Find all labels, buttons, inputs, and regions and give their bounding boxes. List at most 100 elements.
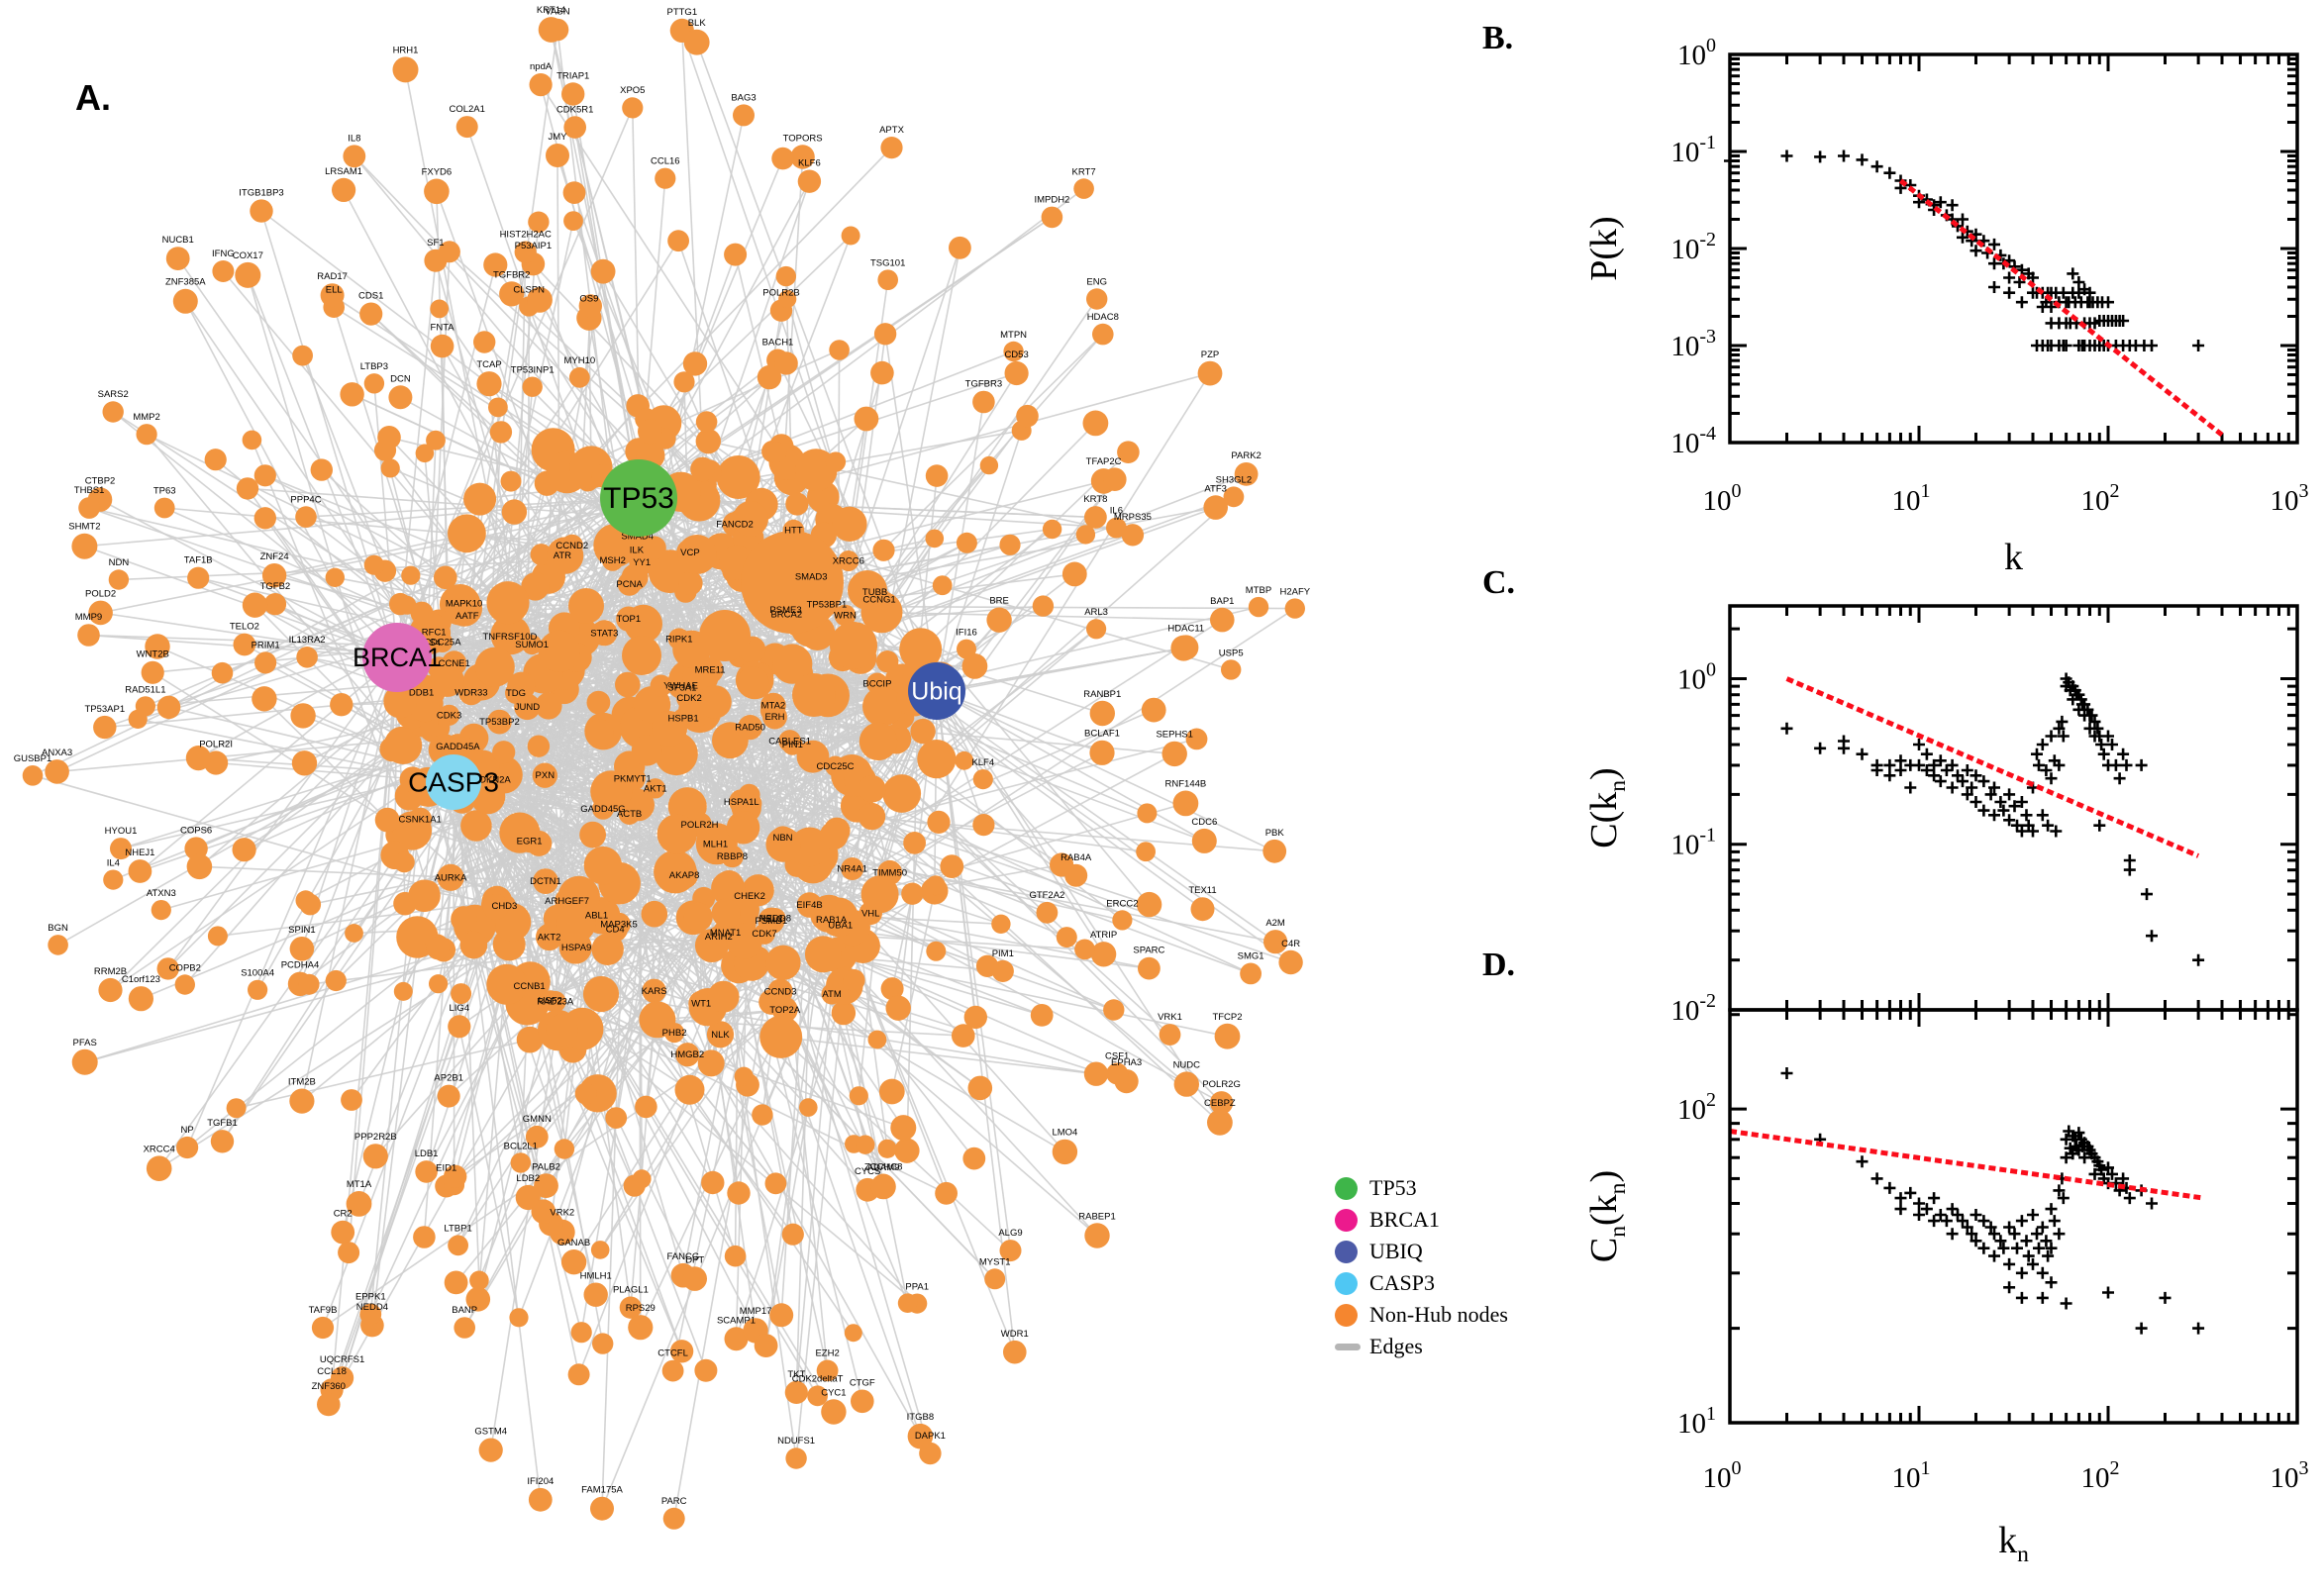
gene-label: TP53BP2	[479, 717, 520, 728]
gene-node	[1112, 910, 1133, 931]
gene-label: ILK	[630, 546, 645, 556]
gene-label: OS9	[579, 294, 598, 305]
gene-label: ATM	[822, 989, 841, 1000]
svg-text:10-1: 10-1	[1670, 825, 1716, 861]
gene-label: CR2	[334, 1209, 353, 1220]
gene-node	[78, 497, 100, 519]
gene-node	[622, 97, 644, 119]
gene-label: RAD17	[317, 271, 348, 282]
gene-label: ERH	[764, 712, 784, 723]
gene-node	[359, 1303, 382, 1326]
gene-label: ITGB8	[907, 1412, 934, 1423]
gene-node	[311, 1316, 335, 1340]
gene-label: PHB2	[662, 1028, 687, 1039]
gene-node	[320, 283, 345, 308]
gene-node	[1084, 1223, 1110, 1248]
network-legend: TP53 BRCA1 UBIQ CASP3 Non-Hub nodes Edge…	[1335, 1172, 1508, 1362]
gene-label: TSG101	[870, 257, 905, 268]
svg-text:10-2: 10-2	[1670, 229, 1716, 265]
gene-label: HDAC8	[1087, 312, 1119, 323]
gene-label: RAB4A	[1060, 852, 1092, 863]
gene-label: KRT14	[537, 5, 565, 16]
gene-label: ABL1	[585, 911, 608, 922]
gene-label: BLK	[688, 18, 707, 29]
gene-label: POLR2G	[1202, 1079, 1241, 1090]
legend-item-brca1: BRCA1	[1335, 1204, 1508, 1236]
axis-ticks	[1728, 52, 2299, 445]
gene-label: IL6	[1110, 506, 1123, 517]
gene-label: LIG4	[449, 1003, 469, 1014]
gene-label: HTT	[784, 526, 803, 537]
gene-label: TOP2A	[769, 1005, 801, 1016]
gene-node	[1106, 1062, 1129, 1085]
gene-node	[332, 177, 356, 202]
gene-node	[128, 986, 153, 1012]
legend-label: UBIQ	[1369, 1239, 1423, 1263]
svg-text:100: 100	[1677, 658, 1716, 695]
svg-text:k: k	[2004, 537, 2023, 578]
gene-node	[448, 1235, 468, 1256]
gene-label: BRE	[989, 596, 1009, 607]
gene-node	[972, 769, 993, 790]
gene-label: PALB2	[532, 1161, 560, 1172]
gene-node	[128, 859, 152, 883]
gene-node	[110, 838, 132, 860]
gene-label: CCNE1	[439, 658, 470, 669]
gene-node	[248, 979, 268, 1000]
gene-label: GMNN	[523, 1114, 552, 1125]
plot-frame	[1728, 1008, 2299, 1425]
gene-node	[877, 269, 898, 291]
gene-label: XPO5	[620, 85, 645, 96]
gene-label: USP5	[1219, 648, 1244, 658]
gene-node	[153, 497, 175, 519]
gene-node	[706, 1021, 735, 1048]
casp3-dot-icon	[1335, 1271, 1358, 1295]
gene-label: HSPB1	[668, 714, 699, 725]
hub-BRCA1: BRCA1	[353, 623, 442, 692]
gene-label: RNF144B	[1165, 779, 1207, 790]
gene-label: HIST2H2AC	[500, 230, 552, 241]
gene-label: ITGB1BP3	[239, 187, 283, 198]
gene-node	[851, 1389, 874, 1414]
gene-node	[510, 1152, 531, 1173]
gene-label: NHEJ1	[125, 848, 154, 858]
gene-label: NLK	[711, 1030, 730, 1041]
gene-label: RANBP1	[1083, 689, 1121, 700]
gene-node	[528, 1487, 553, 1512]
legend-label: Edges	[1369, 1334, 1423, 1358]
gene-node	[165, 247, 190, 270]
gene-label: TOP1	[616, 614, 641, 625]
legend-item-casp3: CASP3	[1335, 1267, 1508, 1299]
gene-label: TDG	[506, 688, 526, 699]
gene-label: HSPA1L	[724, 797, 759, 808]
gene-node	[816, 1359, 839, 1382]
gene-node	[212, 260, 235, 282]
gene-label: ARHGEF7	[545, 896, 589, 907]
gene-node	[103, 869, 124, 890]
gene-node	[233, 633, 256, 656]
gene-label: TP53BP1	[807, 599, 848, 610]
gene-label: CHEK2	[734, 891, 765, 902]
gene-node	[250, 199, 273, 223]
gene-node	[590, 1496, 614, 1521]
svg-text:103: 103	[2271, 1457, 2309, 1494]
gene-label: ELL	[326, 284, 343, 295]
gene-label: DCN	[390, 373, 411, 384]
gene-label: A2M	[1265, 918, 1285, 929]
gene-label: IL8	[348, 133, 360, 144]
gene-label: FXYD6	[422, 167, 453, 178]
gene-label: EID1	[436, 1163, 456, 1174]
gene-label: CHD3	[491, 901, 517, 912]
svg-text:102: 102	[1677, 1089, 1716, 1126]
gene-label: TELO2	[230, 622, 259, 633]
gene-label: NUCB1	[162, 235, 194, 246]
gene-label: BANP	[452, 1305, 477, 1316]
gene-label: WT1	[691, 999, 711, 1010]
gene-label: PBK	[1265, 828, 1285, 839]
gene-node	[1223, 486, 1245, 508]
gene-label: ALG9	[998, 1228, 1022, 1239]
gene-label: LDB2	[516, 1173, 540, 1184]
gene-node	[359, 302, 383, 326]
gene-label: PARK2	[1231, 450, 1261, 461]
gene-label: BRCA2	[770, 610, 802, 621]
